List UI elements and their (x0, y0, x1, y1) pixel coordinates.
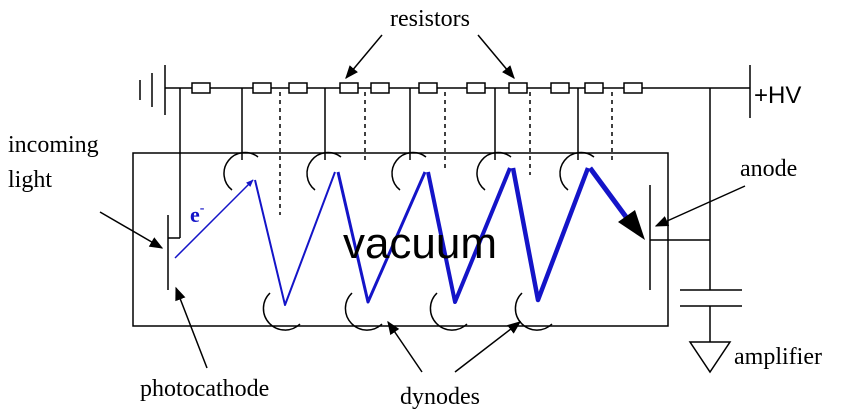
ground (139, 65, 166, 115)
output-circuit (650, 88, 742, 374)
incoming-light-line: incoming (8, 132, 99, 158)
arrow (99, 211, 164, 249)
electron-path (174, 166, 645, 306)
arrow (654, 185, 746, 227)
electron-symbol: e (190, 202, 200, 227)
arrow (345, 34, 383, 80)
resistors-label: resistors (390, 6, 470, 32)
resistors (191, 82, 643, 94)
arrow (387, 320, 423, 373)
dynodes (223, 151, 595, 331)
dynodes-label: dynodes (400, 384, 480, 410)
electron-charge: - (200, 201, 205, 216)
photocathode-label: photocathode (140, 376, 269, 402)
hv-label: +HV (754, 82, 801, 109)
connections (179, 88, 613, 238)
amplifier-label: amplifier (734, 344, 822, 370)
electron-label: e- (190, 201, 205, 227)
arrow (454, 321, 522, 373)
incoming-light-line: light (8, 167, 52, 193)
anode-label: anode (740, 156, 797, 182)
arrow (175, 286, 208, 369)
vacuum-label: vacuum (343, 219, 497, 268)
arrow (477, 34, 515, 80)
